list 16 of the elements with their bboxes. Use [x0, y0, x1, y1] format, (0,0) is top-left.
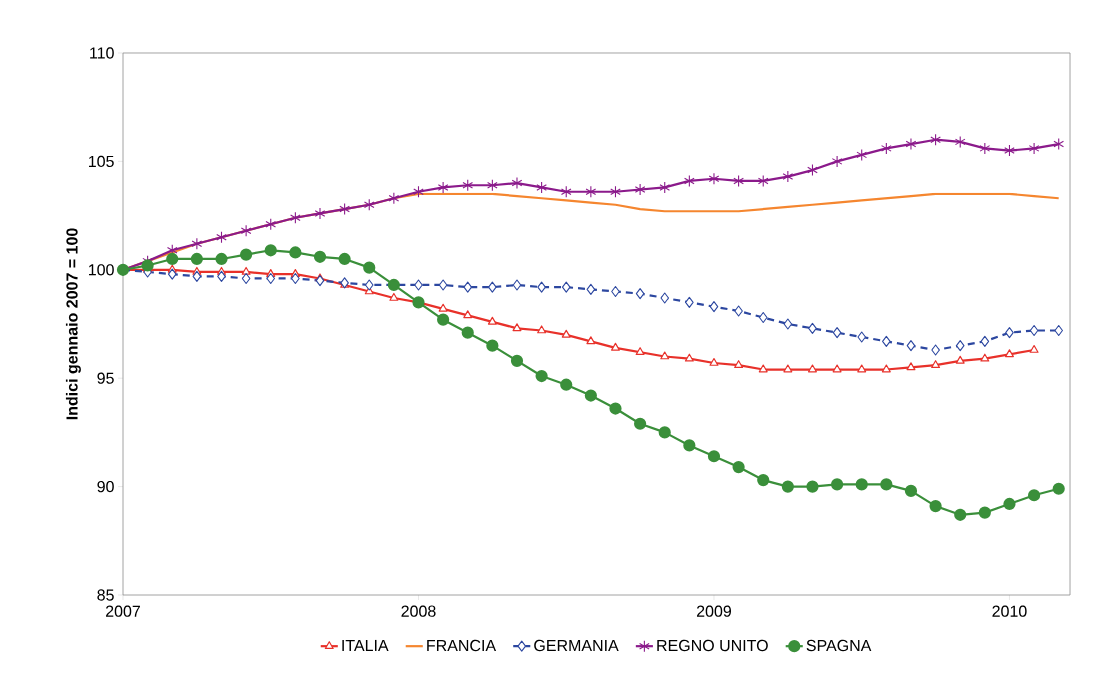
y-tick-label: 90 — [97, 480, 114, 493]
y-tick-label: 105 — [89, 155, 114, 168]
y-tick-label: 85 — [97, 589, 114, 601]
legend-label: REGNO UNITO — [657, 639, 768, 652]
x-tick-label: 2008 — [401, 605, 436, 617]
y-axis-title: Indici gennaio 2007 = 100 — [65, 228, 81, 420]
legend-label: ITALIA — [342, 639, 389, 651]
y-tick-label: 110 — [90, 47, 114, 59]
x-tick-label: 2009 — [696, 605, 732, 617]
legend-label: GERMANIA — [534, 639, 619, 652]
y-tick-label: 100 — [89, 264, 114, 276]
legend-label: FRANCIA — [427, 639, 497, 652]
x-tick-label: 2010 — [992, 605, 1027, 617]
x-tick-label: 2007 — [106, 605, 140, 617]
y-tick-label: 95 — [97, 372, 114, 384]
legend-label: SPAGNA — [806, 639, 872, 652]
